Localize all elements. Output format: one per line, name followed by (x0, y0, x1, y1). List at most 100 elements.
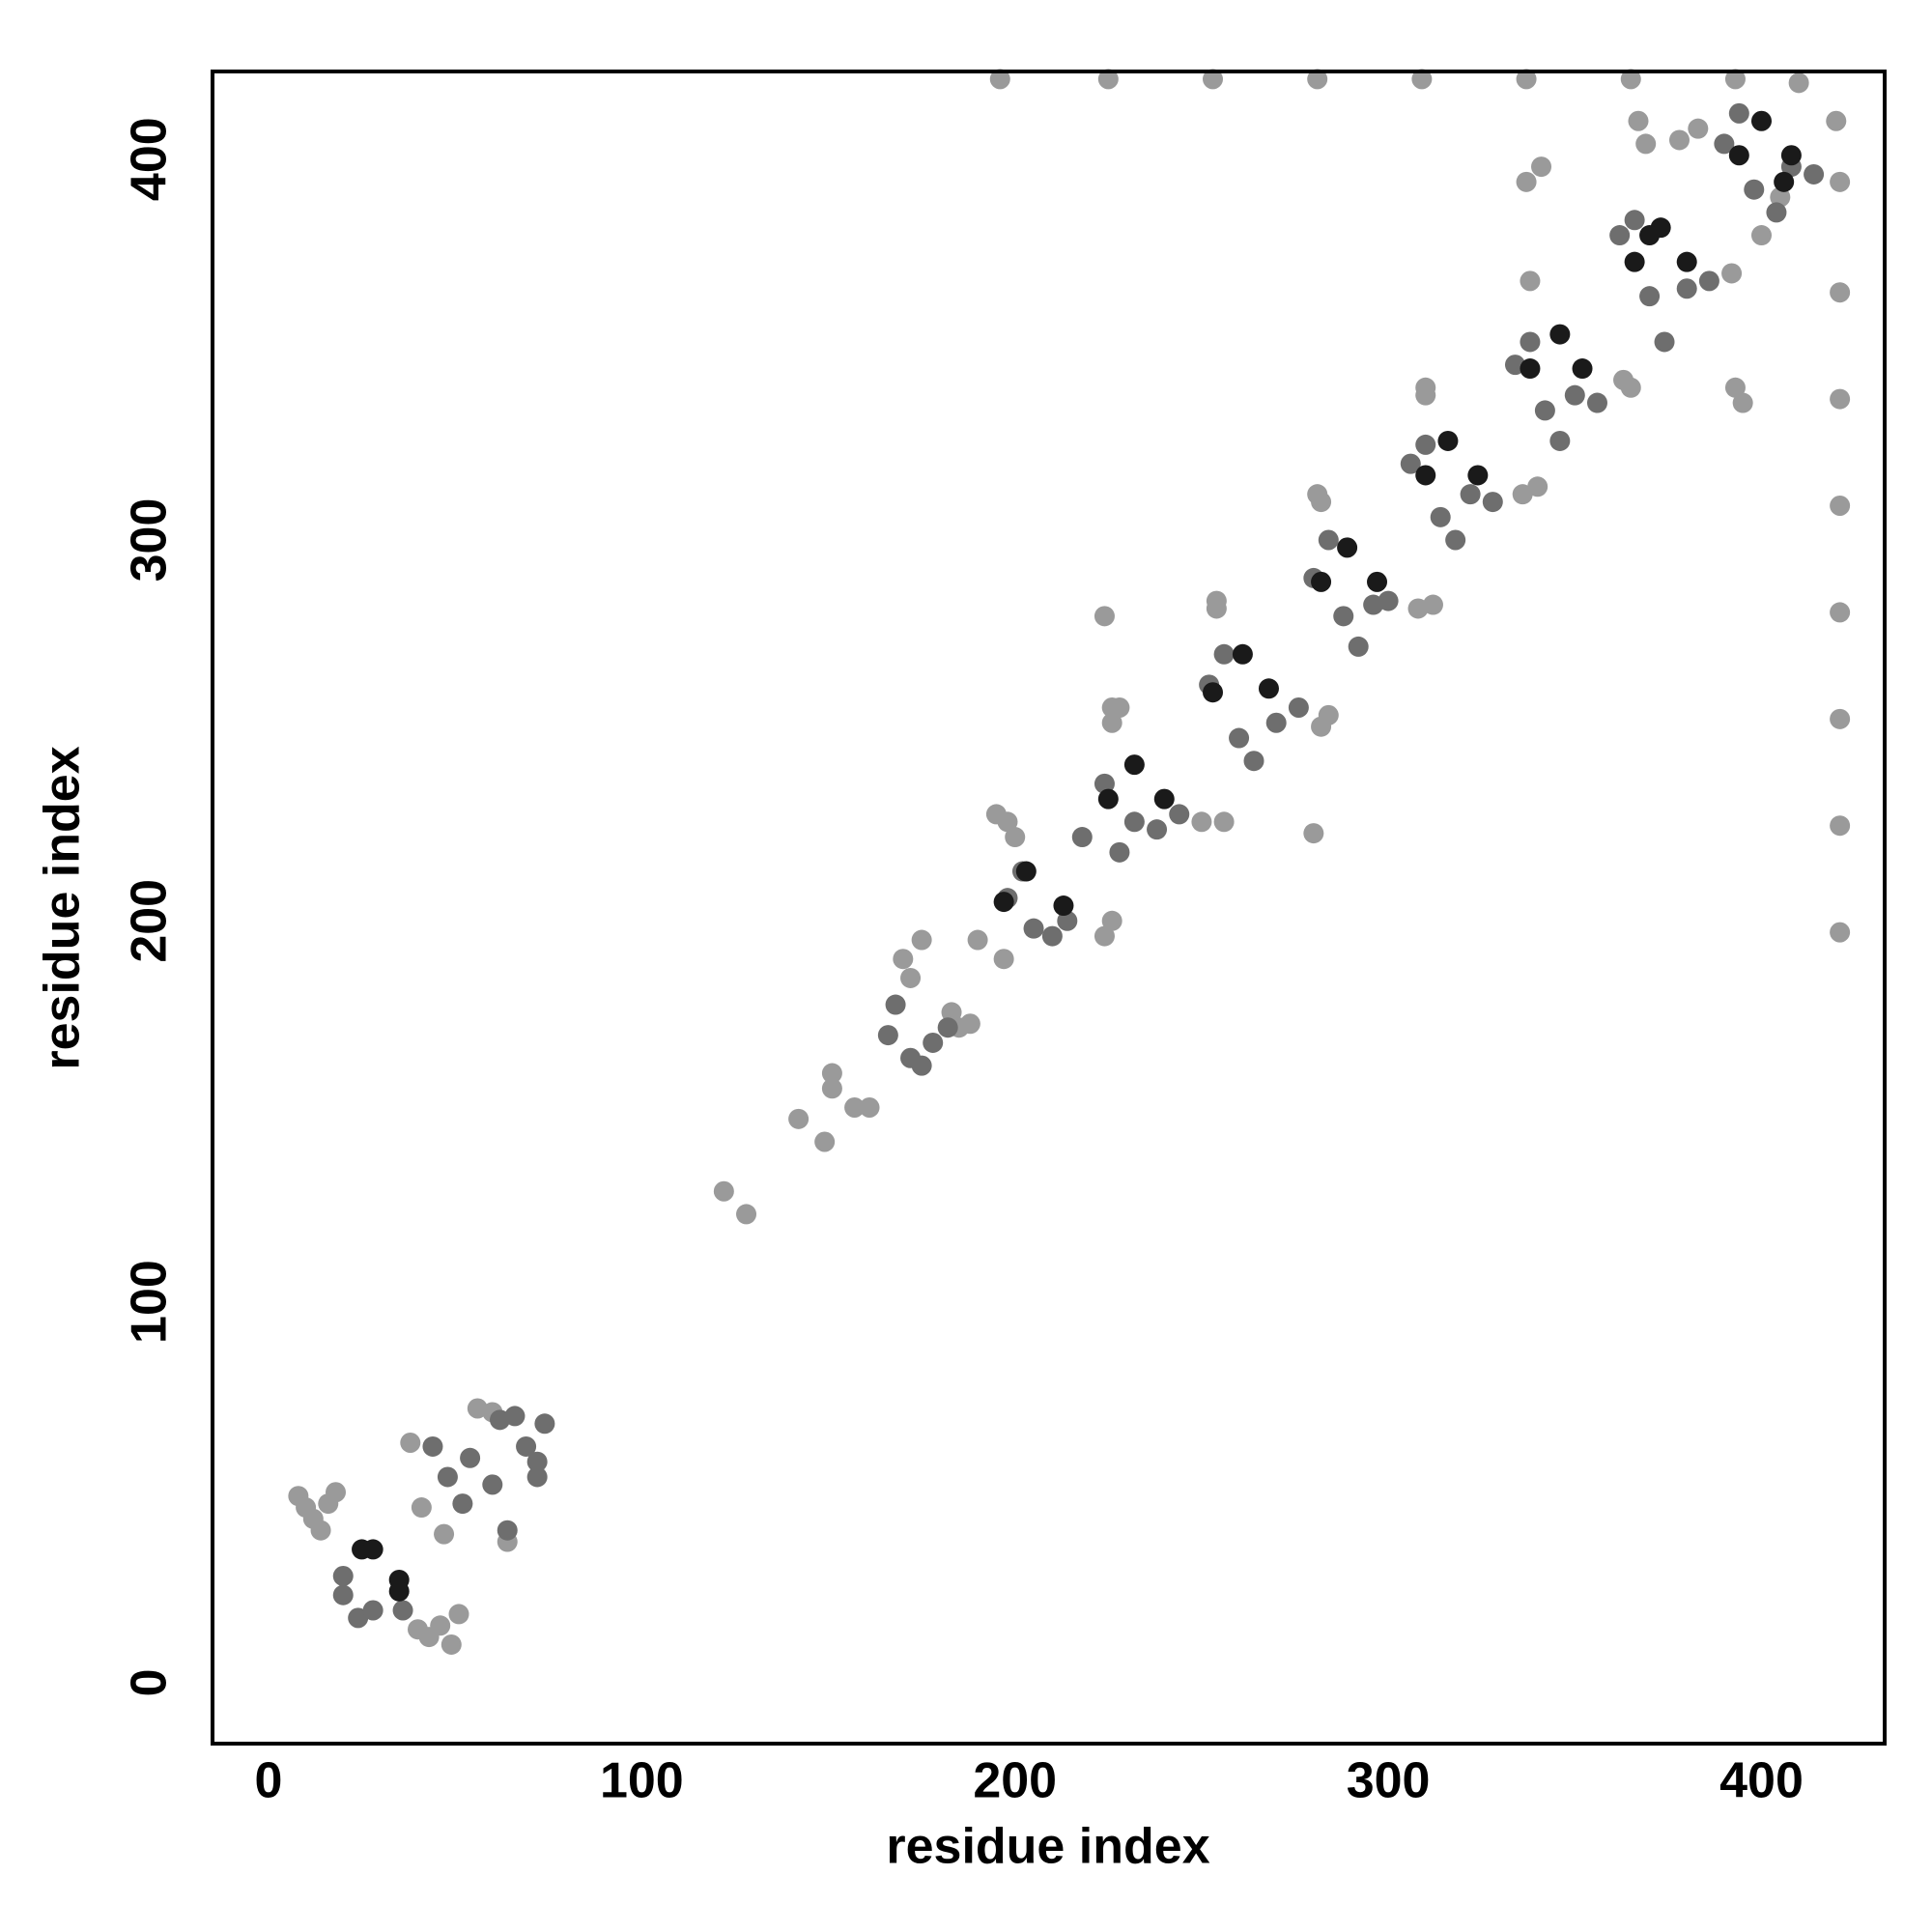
point (362, 1600, 384, 1621)
point (1639, 225, 1661, 246)
point (1676, 278, 1697, 299)
point (1265, 712, 1287, 733)
point (1564, 384, 1585, 406)
point (1415, 377, 1436, 398)
point (1258, 678, 1279, 699)
point (1628, 110, 1649, 131)
point (1516, 171, 1537, 192)
point (1311, 571, 1332, 592)
point (1445, 529, 1466, 551)
point (434, 1523, 455, 1545)
point (534, 1413, 555, 1435)
point (713, 1180, 734, 1202)
point (1203, 69, 1224, 90)
point (482, 1474, 503, 1495)
y-tick-label: 0 (122, 1668, 178, 1696)
point (1415, 434, 1436, 455)
point (1635, 133, 1657, 155)
point (1206, 590, 1227, 611)
point (989, 69, 1010, 90)
point (1750, 225, 1772, 246)
point (814, 1131, 836, 1152)
point (504, 1406, 526, 1427)
point (1770, 186, 1791, 208)
point (900, 967, 922, 988)
point (1624, 251, 1645, 272)
point (1586, 392, 1607, 413)
point (1520, 331, 1541, 353)
point (1318, 529, 1339, 551)
point (1512, 484, 1533, 505)
point (1676, 251, 1697, 272)
x-tick-label: 200 (973, 1753, 1057, 1809)
point (1613, 369, 1634, 390)
point (526, 1466, 548, 1488)
point (993, 892, 1014, 913)
point (1766, 202, 1787, 223)
point (893, 949, 914, 970)
point (993, 949, 1014, 970)
point (1094, 606, 1115, 627)
point (1549, 324, 1571, 345)
point (1053, 895, 1074, 917)
point (1367, 571, 1388, 592)
point (1057, 910, 1078, 931)
point (1750, 110, 1772, 131)
point (1830, 171, 1851, 192)
point (1101, 910, 1122, 931)
point (332, 1566, 354, 1587)
point (1213, 811, 1235, 833)
point (1109, 841, 1130, 863)
point (1123, 811, 1145, 833)
point (1482, 492, 1503, 513)
point (1531, 156, 1552, 178)
point (1534, 400, 1555, 421)
point (1688, 118, 1709, 139)
point (1830, 708, 1851, 729)
point (1191, 811, 1212, 833)
point (1437, 430, 1459, 451)
point (437, 1466, 458, 1488)
point (1400, 453, 1421, 474)
point (911, 929, 932, 951)
point (1097, 69, 1119, 90)
point (452, 1493, 473, 1515)
point (1788, 72, 1809, 94)
point (1467, 465, 1489, 486)
point (1830, 388, 1851, 410)
point (1071, 827, 1093, 848)
point (1147, 819, 1168, 840)
point (1311, 492, 1332, 513)
point (1333, 606, 1354, 627)
point (1303, 823, 1324, 844)
point (1213, 643, 1235, 665)
point (1101, 712, 1122, 733)
point (1624, 210, 1645, 231)
y-axis-title: residue index (35, 746, 91, 1069)
point (1232, 643, 1253, 665)
point (1378, 590, 1399, 611)
point (448, 1604, 469, 1625)
point (411, 1497, 432, 1519)
point (1015, 861, 1037, 882)
point (1804, 163, 1825, 185)
point (497, 1520, 518, 1541)
point (1728, 145, 1749, 166)
point (1732, 392, 1753, 413)
x-tick-label: 0 (254, 1753, 282, 1809)
point (937, 1017, 958, 1038)
point (1288, 696, 1309, 718)
point (1307, 69, 1328, 90)
point (1830, 922, 1851, 943)
point (1830, 282, 1851, 303)
plot-frame (211, 70, 1887, 1746)
point (1724, 69, 1746, 90)
point (430, 1615, 451, 1636)
point (1780, 145, 1802, 166)
point (736, 1204, 757, 1225)
point (1415, 465, 1436, 486)
point (1094, 925, 1115, 947)
x-tick-label: 100 (600, 1753, 684, 1809)
point (1826, 110, 1847, 131)
point (911, 1055, 932, 1076)
